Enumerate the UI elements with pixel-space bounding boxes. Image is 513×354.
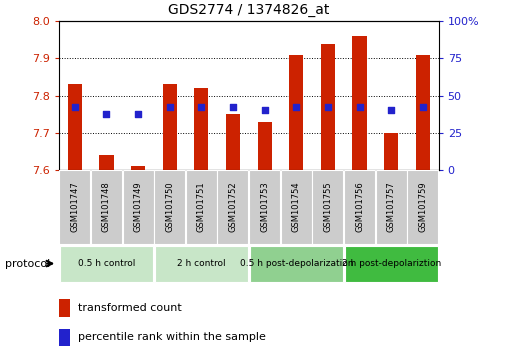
- Point: [387, 108, 395, 113]
- Point: [356, 104, 364, 110]
- Bar: [258, 121, 272, 170]
- Bar: [59, 299, 70, 317]
- Bar: [60, 246, 153, 282]
- Bar: [60, 170, 90, 244]
- Title: GDS2774 / 1374826_at: GDS2774 / 1374826_at: [168, 4, 329, 17]
- Bar: [155, 246, 248, 282]
- Text: GSM101747: GSM101747: [70, 182, 80, 233]
- Bar: [226, 114, 240, 170]
- Bar: [345, 246, 438, 282]
- Text: protocol: protocol: [5, 259, 50, 269]
- Point: [134, 111, 142, 117]
- Text: GSM101755: GSM101755: [323, 182, 332, 233]
- Text: 0.5 h control: 0.5 h control: [78, 259, 135, 268]
- Point: [292, 104, 300, 110]
- Bar: [68, 84, 82, 170]
- Point: [102, 111, 110, 117]
- Text: 2 h post-depolariztion: 2 h post-depolariztion: [342, 259, 441, 268]
- Text: GSM101749: GSM101749: [133, 182, 143, 233]
- Text: GSM101751: GSM101751: [197, 182, 206, 233]
- Bar: [186, 170, 217, 244]
- Bar: [321, 44, 335, 170]
- Bar: [91, 170, 122, 244]
- Bar: [218, 170, 248, 244]
- Bar: [100, 155, 113, 170]
- Text: transformed count: transformed count: [78, 303, 182, 313]
- Bar: [123, 170, 153, 244]
- Bar: [407, 170, 438, 244]
- Point: [324, 104, 332, 110]
- Bar: [344, 170, 375, 244]
- Text: GSM101756: GSM101756: [355, 182, 364, 233]
- Text: GSM101757: GSM101757: [387, 182, 396, 233]
- Bar: [194, 88, 208, 170]
- Text: percentile rank within the sample: percentile rank within the sample: [78, 332, 266, 342]
- Text: GSM101754: GSM101754: [292, 182, 301, 233]
- Bar: [289, 55, 303, 170]
- Point: [229, 104, 237, 110]
- Text: GSM101753: GSM101753: [260, 182, 269, 233]
- Point: [166, 104, 174, 110]
- Bar: [416, 55, 430, 170]
- Text: GSM101759: GSM101759: [418, 182, 427, 233]
- Text: GSM101752: GSM101752: [228, 182, 238, 233]
- Bar: [312, 170, 343, 244]
- Bar: [376, 170, 407, 244]
- Text: 0.5 h post-depolarization: 0.5 h post-depolarization: [240, 259, 353, 268]
- Bar: [250, 246, 343, 282]
- Bar: [154, 170, 185, 244]
- Text: GSM101748: GSM101748: [102, 182, 111, 233]
- Bar: [59, 329, 70, 346]
- Text: GSM101750: GSM101750: [165, 182, 174, 233]
- Bar: [131, 166, 145, 170]
- Point: [419, 104, 427, 110]
- Text: 2 h control: 2 h control: [177, 259, 226, 268]
- Point: [261, 108, 269, 113]
- Point: [197, 104, 205, 110]
- Point: [71, 104, 79, 110]
- Bar: [249, 170, 280, 244]
- Bar: [281, 170, 312, 244]
- Bar: [352, 36, 367, 170]
- Bar: [163, 84, 177, 170]
- Bar: [384, 133, 398, 170]
